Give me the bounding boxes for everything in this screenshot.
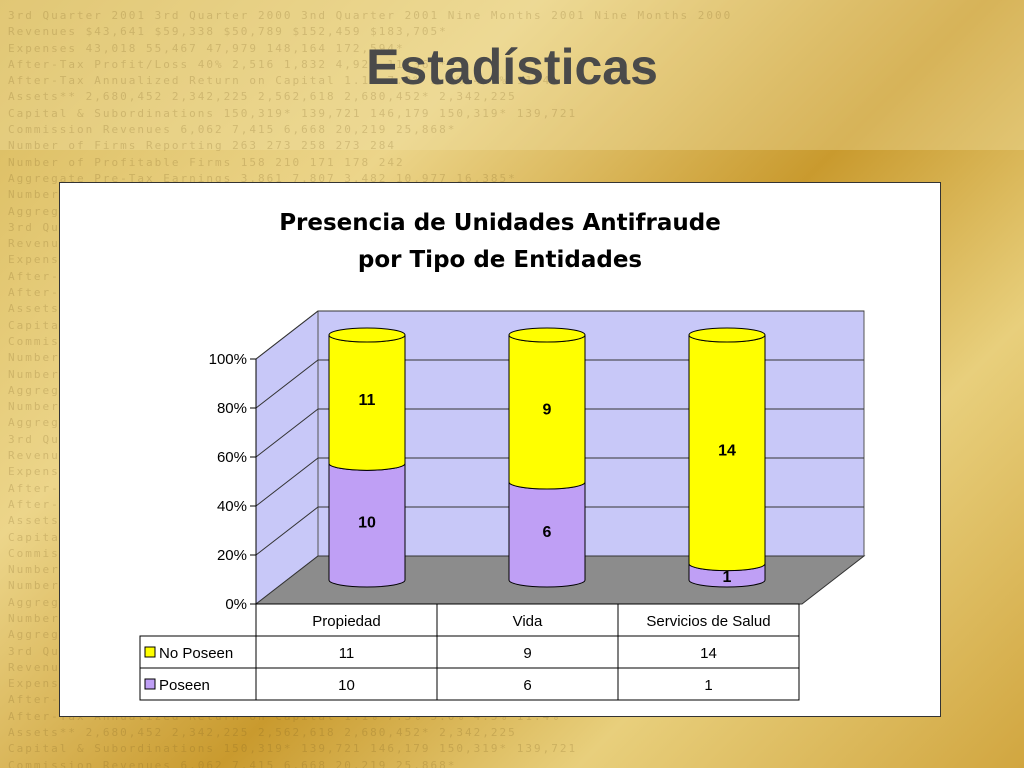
legend-swatch [144, 678, 156, 690]
y-tick-label: 60% [217, 449, 247, 466]
y-tick-label: 100% [209, 351, 247, 368]
cylinder-top [688, 327, 766, 343]
table-cell: 1 [704, 677, 712, 694]
legend-label: No Poseen [159, 645, 233, 662]
x-category-label: Servicios de Salud [646, 613, 770, 630]
y-tick-label: 80% [217, 400, 247, 417]
table-cell: 9 [523, 645, 531, 662]
table-cell: 6 [523, 677, 531, 694]
chart-svg: 0% 20% 40% 60% 80% 100% 10 11 6 9 1 14 Propiedad Vida… [139, 310, 866, 701]
cylinder-top [508, 327, 586, 343]
chart-title-line-1: Presencia de Unidades Antifraude [279, 210, 721, 236]
legend-label: Poseen [159, 677, 210, 694]
y-tick-label: 40% [217, 498, 247, 515]
legend-swatch [144, 646, 156, 658]
chart-title: Presencia de Unidades Antifraude por Tip… [60, 205, 940, 279]
data-label: 11 [359, 392, 376, 409]
gridline [255, 359, 864, 409]
data-label: 6 [543, 524, 552, 541]
gridline [255, 506, 864, 556]
y-tick-label: 0% [225, 596, 247, 613]
cylinder-top [328, 327, 406, 343]
data-label: 9 [543, 402, 552, 419]
x-category-label: Propiedad [312, 613, 380, 630]
x-category-label: Vida [513, 613, 543, 630]
chart-area: Presencia de Unidades Antifraude por Tip… [59, 182, 941, 717]
data-label: 14 [718, 442, 736, 459]
data-label: 10 [358, 515, 376, 532]
data-label: 1 [723, 569, 732, 586]
table-cell: 14 [700, 645, 717, 662]
table-cell: 10 [338, 677, 355, 694]
gridline [255, 408, 864, 458]
background-band [0, 0, 1024, 150]
gridline [255, 310, 864, 360]
table-row [139, 667, 800, 701]
table-cell: 11 [339, 645, 355, 662]
y-tick-label: 20% [217, 547, 247, 564]
page-title: Estadísticas [366, 39, 658, 95]
chart-title-line-2: por Tipo de Entidades [357, 247, 643, 273]
gridline [255, 457, 864, 507]
